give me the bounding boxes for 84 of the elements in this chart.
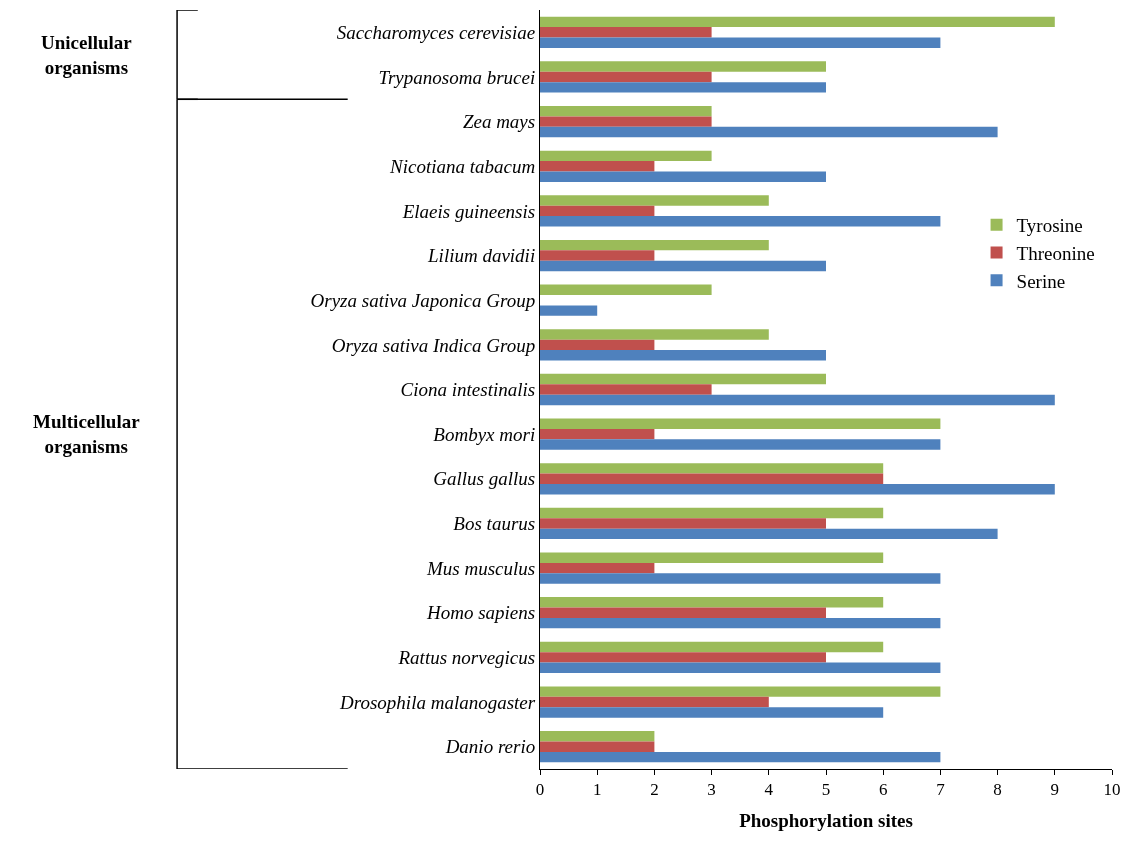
bar xyxy=(540,617,941,629)
legend-label: Serine xyxy=(1016,270,1066,292)
bar xyxy=(540,418,941,429)
y-tick-label: Lilium davidii xyxy=(427,245,536,267)
y-tick-label: Zea mays xyxy=(462,111,536,133)
bar xyxy=(540,105,712,117)
x-axis-title: Phosphorylation sites xyxy=(739,810,913,832)
y-tick-label: Ciona intestinalis xyxy=(400,379,536,401)
bar xyxy=(540,463,884,474)
text: Unicellular organisms xyxy=(41,32,133,78)
x-tick-label: 1 xyxy=(592,780,602,800)
x-tick-label: 8 xyxy=(993,780,1002,800)
bar xyxy=(540,27,712,38)
bar xyxy=(540,71,712,83)
bar xyxy=(540,528,998,540)
bar xyxy=(540,652,826,663)
bar xyxy=(540,260,826,272)
bar xyxy=(540,439,941,450)
bar xyxy=(540,552,884,563)
x-tick-label: 7 xyxy=(936,780,946,800)
x-tick-label: 6 xyxy=(878,780,888,800)
bar xyxy=(540,696,769,708)
bar xyxy=(540,239,769,251)
bar xyxy=(540,373,826,385)
bar xyxy=(540,384,712,395)
bar xyxy=(540,573,941,584)
y-tick-label: Oryza sativa Indica Group xyxy=(331,334,536,356)
bar xyxy=(540,16,1055,28)
bar xyxy=(540,686,941,697)
bar xyxy=(540,394,1055,406)
bar xyxy=(540,82,826,93)
bar xyxy=(540,250,655,261)
y-tick-label: Danio rerio xyxy=(444,736,536,758)
y-tick-label: Elaeis guineensis xyxy=(401,200,536,222)
bar xyxy=(540,707,884,718)
x-tick-label: 4 xyxy=(764,780,774,800)
y-tick-label: Nicotiana tabacum xyxy=(389,155,536,177)
bar xyxy=(540,216,941,227)
bar xyxy=(540,350,826,361)
bar xyxy=(540,171,826,182)
x-tick-label: 2 xyxy=(650,780,659,800)
y-tick-label: Saccharomyces cerevisiae xyxy=(336,21,536,43)
x-tick-label: 10 xyxy=(1103,780,1121,800)
bar xyxy=(540,37,941,48)
x-tick-label: 9 xyxy=(1050,780,1060,800)
bar xyxy=(540,662,941,674)
bar xyxy=(540,731,655,742)
bar xyxy=(540,741,655,752)
bar xyxy=(540,597,884,608)
bar xyxy=(540,473,884,484)
bar xyxy=(540,751,941,763)
legend-label: Threonine xyxy=(1016,242,1095,264)
bar xyxy=(540,116,712,127)
bar xyxy=(540,562,655,574)
bar xyxy=(540,339,655,351)
bar xyxy=(540,61,826,72)
y-tick-label: Gallus gallus xyxy=(433,468,536,490)
x-tick-label: 0 xyxy=(535,780,545,800)
bar xyxy=(540,329,769,340)
bar xyxy=(540,126,998,138)
y-tick-label: Bos taurus xyxy=(453,513,536,535)
bar xyxy=(540,518,826,529)
bar xyxy=(540,507,884,519)
bar xyxy=(540,607,826,618)
y-tick-label: Drosophila malanogaster xyxy=(339,691,536,713)
y-tick-label: Trypanosoma brucei xyxy=(378,66,536,88)
y-tick-label: Mus musculus xyxy=(426,557,536,579)
bar xyxy=(540,284,712,295)
bar xyxy=(540,428,655,440)
bar xyxy=(540,484,1055,495)
x-tick-label: 5 xyxy=(821,780,831,800)
y-tick-label: Homo sapiens xyxy=(426,602,536,624)
y-tick-label: Bombyx mori xyxy=(433,423,536,445)
bar xyxy=(540,641,884,653)
bar xyxy=(540,150,712,162)
bar xyxy=(540,161,655,172)
y-tick-label: Rattus norvegicus xyxy=(397,647,536,669)
legend-label: Tyrosine xyxy=(1016,215,1083,237)
bar xyxy=(540,205,655,217)
text: Multicellular organisms xyxy=(33,411,141,457)
x-tick-label: 3 xyxy=(707,780,716,800)
y-tick-label: Oryza sativa Japonica Group xyxy=(310,289,536,311)
bar xyxy=(540,195,769,206)
bar xyxy=(540,305,598,316)
